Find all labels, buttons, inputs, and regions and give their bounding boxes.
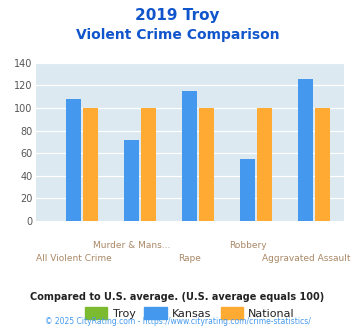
Text: © 2025 CityRating.com - https://www.cityrating.com/crime-statistics/: © 2025 CityRating.com - https://www.city…	[45, 317, 310, 326]
Bar	[315, 108, 330, 221]
Text: 2019 Troy: 2019 Troy	[135, 8, 220, 23]
Bar	[141, 108, 156, 221]
Legend: Troy, Kansas, National: Troy, Kansas, National	[81, 303, 299, 323]
Bar	[257, 108, 272, 221]
Bar	[182, 91, 197, 221]
Bar	[83, 108, 98, 221]
Text: Rape: Rape	[179, 254, 201, 263]
Text: Murder & Mans...: Murder & Mans...	[93, 241, 171, 249]
Text: Compared to U.S. average. (U.S. average equals 100): Compared to U.S. average. (U.S. average …	[31, 292, 324, 302]
Bar	[299, 79, 313, 221]
Bar	[199, 108, 214, 221]
Text: All Violent Crime: All Violent Crime	[36, 254, 112, 263]
Bar	[66, 99, 81, 221]
Bar	[124, 140, 140, 221]
Text: Violent Crime Comparison: Violent Crime Comparison	[76, 28, 279, 42]
Bar	[240, 159, 256, 221]
Text: Aggravated Assault: Aggravated Assault	[262, 254, 350, 263]
Text: Robbery: Robbery	[229, 241, 267, 249]
